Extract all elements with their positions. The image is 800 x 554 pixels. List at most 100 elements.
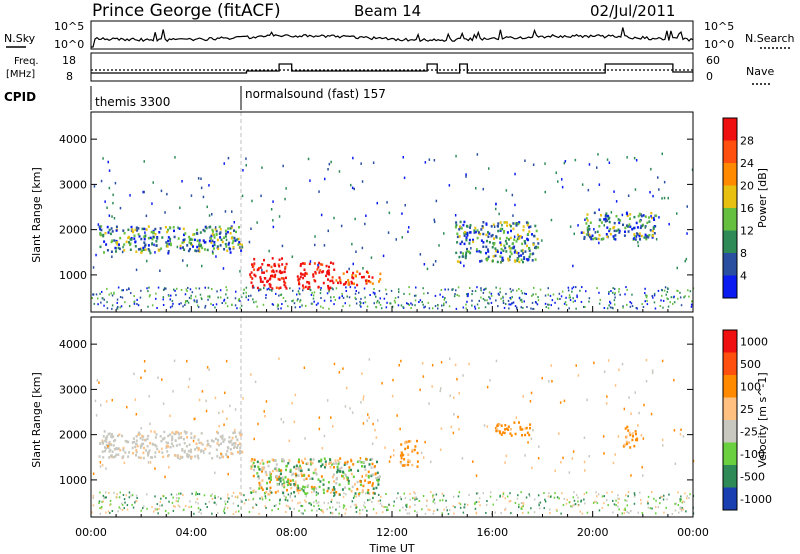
echo-cell [250, 294, 252, 297]
echo-cell [356, 283, 359, 287]
echo-cell [459, 251, 462, 254]
echo-cell [179, 244, 182, 248]
echo-cell [624, 293, 626, 296]
colorbar-frame [722, 117, 738, 299]
echo-cell [370, 466, 373, 469]
echo-cell [510, 252, 513, 256]
echo-cell [197, 502, 199, 505]
echo-cell [229, 404, 231, 408]
echo-cell [649, 229, 652, 232]
colorbar-tick-label: 100 [740, 380, 761, 393]
echo-cell [462, 252, 464, 255]
echo-cell [463, 506, 465, 509]
echo-cell [339, 281, 342, 285]
echo-cell [364, 296, 366, 299]
echo-cell [154, 233, 157, 236]
echo-cell [314, 235, 316, 238]
echo-cell [367, 492, 369, 495]
echo-cell [189, 448, 192, 452]
echo-cell [504, 428, 506, 431]
echo-cell [458, 228, 461, 231]
echo-cell [652, 226, 655, 229]
echo-cell [488, 232, 491, 235]
echo-cell [491, 246, 494, 249]
echo-cell [680, 428, 682, 431]
echo-cell [507, 428, 510, 431]
echo-cell [635, 307, 638, 309]
echo-cell [368, 275, 371, 278]
echo-cell [233, 236, 236, 240]
echo-cell [292, 479, 295, 482]
echo-cell [447, 513, 450, 515]
echo-cell [148, 286, 150, 289]
echo-cell [255, 504, 258, 506]
echo-cell [142, 246, 145, 250]
echo-cell [110, 435, 113, 438]
echo-cell [127, 236, 130, 240]
echo-cell [198, 493, 201, 496]
echo-cell [346, 270, 349, 274]
echo-cell [587, 228, 590, 231]
echo-cell [472, 240, 475, 244]
echo-cell [646, 221, 649, 225]
echo-cell [606, 158, 609, 161]
echo-cell [416, 497, 418, 500]
echo-cell [219, 289, 222, 292]
echo-cell [194, 448, 197, 451]
echo-cell [579, 289, 581, 292]
echo-cell [173, 288, 175, 291]
echo-cell [624, 226, 627, 230]
echo-cell [278, 258, 281, 261]
echo-cell [421, 362, 424, 365]
echo-cell [503, 306, 506, 309]
echo-cell [633, 215, 636, 219]
echo-cell [183, 442, 186, 445]
echo-cell [165, 441, 168, 444]
echo-cell [497, 225, 499, 228]
echo-cell [576, 294, 578, 297]
echo-cell [657, 289, 660, 292]
echo-cell [453, 295, 456, 298]
echo-cell [104, 496, 106, 499]
echo-cell [363, 461, 366, 464]
echo-cell [654, 307, 657, 310]
echo-cell [157, 376, 159, 379]
colorbar-tick-label: 24 [740, 157, 754, 170]
echo-cell [163, 288, 166, 291]
echo-cell [277, 277, 280, 281]
echo-cell [229, 251, 232, 254]
echo-cell [130, 225, 133, 229]
echo-cell [121, 509, 124, 511]
echo-cell [111, 398, 113, 402]
echo-cell [140, 427, 142, 430]
echo-cell [357, 469, 360, 472]
echo-cell [111, 230, 114, 233]
echo-cell [349, 286, 352, 289]
echo-cell [151, 304, 154, 307]
echo-cell [367, 499, 369, 502]
echo-cell [336, 470, 339, 474]
echo-cell [629, 446, 632, 449]
echo-cell [299, 299, 302, 302]
echo-cell [623, 509, 625, 511]
echo-cell [427, 301, 430, 304]
echo-cell [505, 242, 508, 245]
echo-cell [618, 221, 621, 225]
echo-cell [170, 493, 173, 496]
echo-cell [414, 304, 416, 307]
echo-cell [590, 236, 593, 239]
echo-cell [350, 183, 352, 187]
echo-cell [193, 233, 196, 236]
echo-cell [172, 226, 175, 229]
echo-cell [139, 432, 141, 436]
echo-cell [175, 499, 178, 502]
echo-cell [232, 239, 235, 243]
echo-cell [337, 281, 339, 285]
echo-cell [162, 494, 164, 497]
echo-cell [225, 359, 228, 363]
echo-cell [232, 492, 235, 494]
echo-cell [323, 491, 325, 495]
echo-cell [381, 511, 384, 514]
echo-cell [535, 293, 537, 296]
echo-cell [289, 507, 291, 510]
